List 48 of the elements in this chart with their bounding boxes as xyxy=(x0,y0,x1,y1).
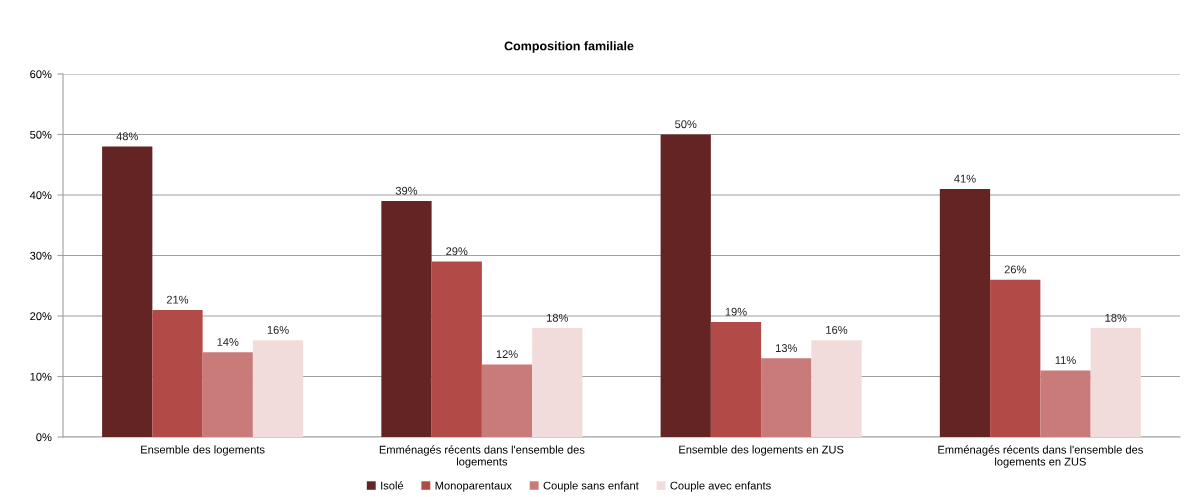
bar xyxy=(990,279,1041,437)
legend-label: Couple avec enfants xyxy=(670,481,771,492)
data-label: 48% xyxy=(116,132,138,141)
bar xyxy=(532,328,583,437)
bar xyxy=(939,188,991,437)
data-label: 29% xyxy=(446,247,468,256)
x-tick-label: Ensemble des logements xyxy=(141,445,265,456)
bar xyxy=(431,261,482,437)
bar xyxy=(1040,370,1091,437)
data-label: 12% xyxy=(496,350,518,358)
y-tick-label: 30% xyxy=(30,251,52,260)
bar xyxy=(102,146,153,437)
bar xyxy=(811,340,862,437)
y-tick-label: 40% xyxy=(29,191,52,200)
x-tick-label: Ensemble des logements en ZUS xyxy=(679,445,844,456)
data-label: 16% xyxy=(267,325,289,334)
y-tick-label: 50% xyxy=(30,130,52,139)
bar xyxy=(481,364,533,437)
data-label: 21% xyxy=(166,295,189,304)
y-tick-label: 10% xyxy=(30,372,52,381)
data-label: 13% xyxy=(775,344,797,352)
y-tick-label: 0% xyxy=(36,433,52,442)
chart-title: Composition familiale xyxy=(504,41,634,53)
data-label: 16% xyxy=(826,325,848,334)
legend-label: Couple sans enfant xyxy=(543,481,639,492)
bar xyxy=(381,201,432,437)
bar xyxy=(1090,328,1141,437)
x-tick-label: Emménagés récents dans l'ensemble des logements en ZUS xyxy=(938,445,1143,468)
data-label: 50% xyxy=(675,120,697,129)
y-tick-label: 60% xyxy=(30,70,52,79)
legend-label: Monoparentaux xyxy=(435,481,512,492)
x-tick-label: Emménagés récents dans l'ensemble des logements xyxy=(379,445,585,468)
data-label: 14% xyxy=(217,338,239,346)
data-label: 18% xyxy=(547,313,568,322)
data-label: 39% xyxy=(395,186,418,195)
bar xyxy=(660,134,711,437)
data-label: 18% xyxy=(1105,313,1127,322)
bar xyxy=(252,340,304,437)
bar xyxy=(761,358,812,437)
bar xyxy=(202,352,253,437)
y-tick-label: 20% xyxy=(30,312,52,321)
bar xyxy=(710,322,762,437)
data-label: 19% xyxy=(725,307,747,316)
bar xyxy=(152,309,203,437)
legend-label: Isolé xyxy=(381,481,404,490)
data-label: 26% xyxy=(1004,265,1026,274)
data-label: 11% xyxy=(1055,356,1076,365)
data-label: 41% xyxy=(954,174,976,183)
